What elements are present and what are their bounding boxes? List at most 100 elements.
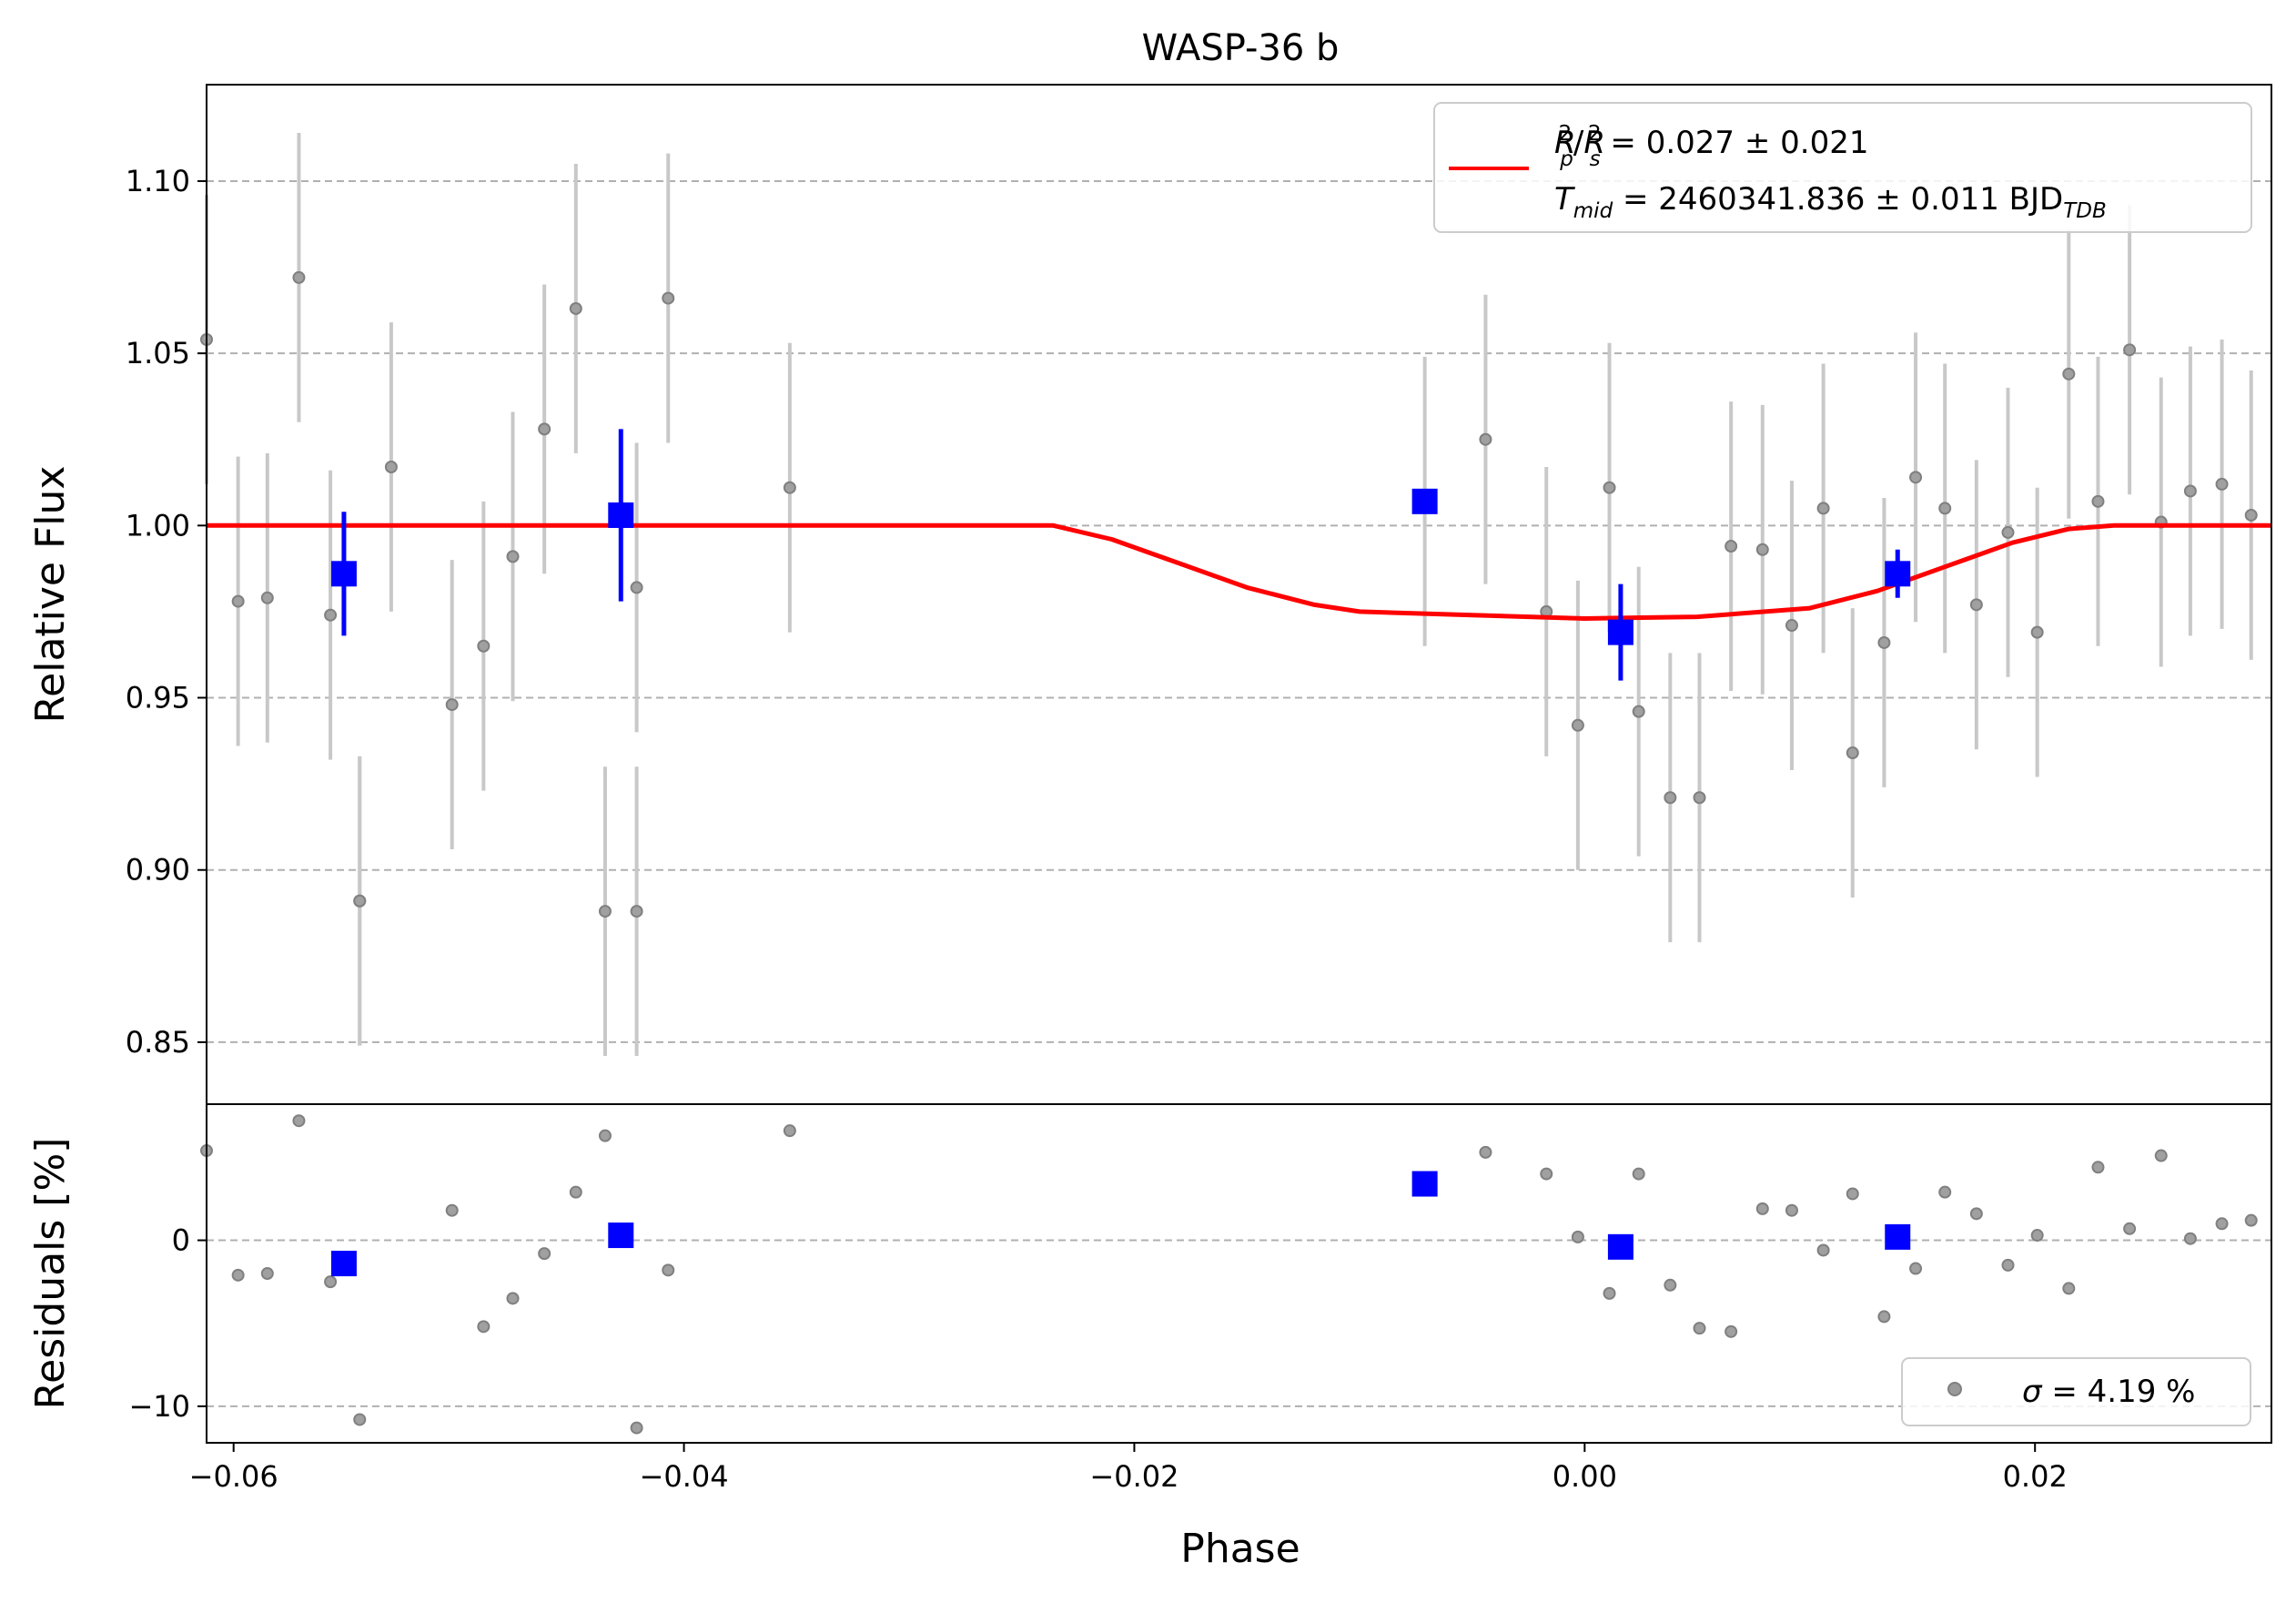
top-data-point	[630, 905, 643, 918]
legend-sigma-value: = 4.19 %	[2042, 1374, 2196, 1410]
top-data-point	[1938, 502, 1952, 515]
top-data-point	[783, 481, 796, 494]
residual-point	[1725, 1324, 1738, 1338]
residual-binned-point	[330, 1251, 357, 1277]
top-data-point	[598, 905, 612, 918]
residual-point	[1938, 1185, 1952, 1199]
top-data-point	[2215, 477, 2229, 491]
residual-point	[1603, 1286, 1616, 1300]
legend-rp-rs-text: R2 p/R2 s = 0.027 ± 0.021	[1554, 122, 1868, 171]
top-data-point	[1969, 598, 1983, 612]
top-y-tick-label: 1.00	[126, 508, 190, 543]
top-data-point	[630, 581, 643, 594]
residual-point	[2244, 1213, 2258, 1227]
top-data-point	[353, 894, 367, 908]
legend-tmid-text: Tmid = 2460341.836 ± 0.011 BJDTDB	[1554, 181, 2107, 223]
residual-point	[2091, 1161, 2105, 1174]
residual-point	[783, 1124, 796, 1138]
residual-point	[1571, 1230, 1584, 1243]
legend-t-sub: mid	[1573, 199, 1613, 223]
chart-title: WASP-36 b	[1142, 27, 1340, 69]
top-data-point	[1877, 635, 1891, 649]
light-curve-panel: 0.85 0.90 0.95 1.00 1.05 1.10 Relative Flux R…	[27, 84, 2272, 1105]
bottom-y-axis-label: Residuals [%]	[27, 1138, 74, 1410]
residual-point	[231, 1268, 245, 1282]
residual-point	[1785, 1203, 1798, 1217]
binned-point	[1885, 561, 1911, 587]
top-data-point	[1603, 481, 1616, 494]
residual-point	[2183, 1232, 2197, 1245]
residual-point	[1755, 1202, 1769, 1215]
top-data-point	[1909, 471, 1923, 484]
top-data-point	[506, 550, 520, 563]
legend-t-symbol: T	[1554, 181, 1575, 218]
binned-point	[1411, 488, 1438, 514]
legend-sigma-text: σ = 4.19 %	[2022, 1374, 2195, 1410]
binned-point	[330, 561, 357, 587]
residual-point	[1846, 1187, 1859, 1201]
residual-binned-point	[1411, 1171, 1438, 1197]
residual-point	[506, 1292, 520, 1305]
top-y-ticks: 0.85 0.90 0.95 1.00 1.05 1.10	[126, 164, 207, 1060]
top-data-point	[1846, 746, 1859, 760]
bottom-y-tick-label: −10	[128, 1389, 190, 1424]
residual-point	[2030, 1229, 2044, 1243]
top-data-points	[200, 270, 2258, 918]
legend-rs-symbol: R	[1583, 125, 1605, 161]
residual-binned-point	[1885, 1223, 1911, 1250]
residual-point	[1540, 1167, 1553, 1181]
transit-model	[207, 522, 2271, 621]
top-y-tick-label: 0.85	[126, 1025, 190, 1060]
top-data-point	[1664, 791, 1677, 805]
top-y-tick-label: 1.10	[126, 164, 190, 198]
x-tick-label: −0.02	[1089, 1459, 1178, 1494]
bottom-y-ticks: −10 0	[128, 1223, 207, 1424]
legend-rp-sup: 2	[1559, 122, 1573, 146]
legend-rp-symbol: R	[1554, 125, 1576, 161]
residual-point	[2215, 1217, 2229, 1231]
residual-point	[1479, 1145, 1492, 1159]
residual-point	[1816, 1243, 1830, 1257]
bottom-legend-box	[1901, 1357, 2251, 1426]
legend-residual-marker	[1947, 1382, 1962, 1396]
residual-point	[1664, 1278, 1677, 1292]
bottom-y-tick-label: 0	[172, 1223, 190, 1258]
top-data-point	[477, 639, 491, 653]
top-data-point	[1816, 502, 1830, 515]
legend-rp-rs-value: = 0.027 ± 0.021	[1601, 125, 1869, 161]
top-y-tick-label: 0.90	[126, 853, 190, 888]
top-data-point	[384, 461, 398, 473]
residual-point	[630, 1421, 643, 1435]
residual-point	[353, 1413, 367, 1426]
transit-model-line	[207, 522, 2271, 621]
legend-sigma-symbol: σ	[2022, 1374, 2043, 1410]
top-data-point	[324, 608, 338, 622]
residual-point	[1877, 1310, 1891, 1324]
top-data-point	[2062, 367, 2076, 380]
top-data-point	[2123, 343, 2137, 357]
residual-point	[1909, 1262, 1923, 1275]
top-data-point	[569, 301, 582, 315]
residual-point	[2154, 1149, 2168, 1162]
binned-point	[1607, 619, 1633, 645]
x-tick-label: 0.02	[2003, 1459, 2068, 1494]
residual-point	[2123, 1222, 2137, 1235]
residual-point	[292, 1114, 306, 1128]
residual-point	[598, 1129, 612, 1142]
top-legend: R2 p/R2 s = 0.027 ± 0.021 Tmid = 2460341.8…	[1433, 102, 2252, 233]
top-data-point	[662, 291, 675, 305]
x-tick-label: −0.04	[640, 1459, 729, 1494]
residual-point	[1693, 1322, 1706, 1335]
x-axis-label: Phase	[1180, 1526, 1300, 1572]
top-data-point	[1725, 540, 1738, 553]
top-data-point	[1479, 432, 1492, 446]
top-data-point	[1785, 619, 1798, 633]
residual-point	[324, 1275, 338, 1289]
residual-point	[2062, 1282, 2076, 1295]
top-data-point	[292, 270, 306, 284]
top-data-point	[445, 698, 459, 712]
residual-binned-point	[608, 1223, 634, 1249]
legend-tmid-value: = 2460341.836 ± 0.011 BJD	[1613, 181, 2063, 218]
